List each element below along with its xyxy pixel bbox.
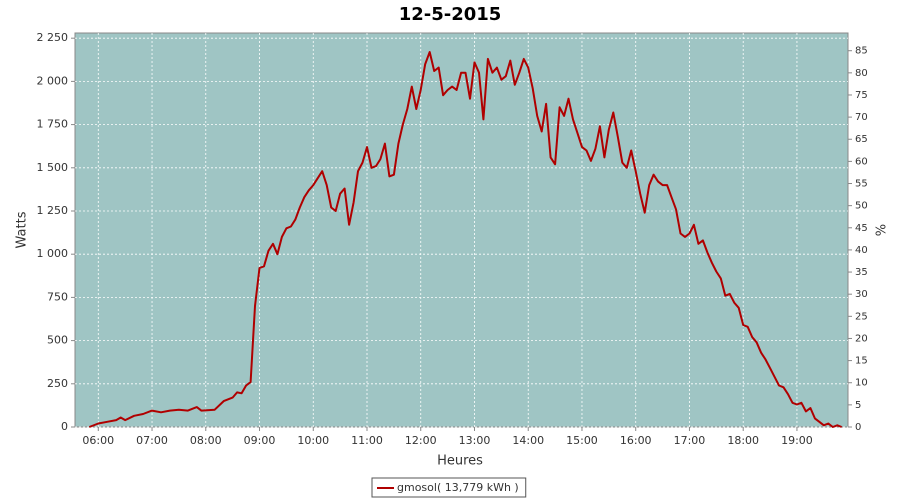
- y-tick-label: 1 750: [37, 118, 69, 131]
- y2-tick-label: 60: [855, 156, 868, 167]
- x-tick-label: 06:00: [82, 434, 114, 447]
- y2-tick-label: 80: [855, 68, 868, 79]
- y-tick-label: 750: [47, 290, 68, 303]
- y2-tick-label: 25: [855, 311, 868, 322]
- y2-tick-label: 15: [855, 356, 868, 367]
- x-tick-label: 07:00: [136, 434, 168, 447]
- y-tick-label: 250: [47, 377, 68, 390]
- y2-tick-label: 30: [855, 289, 868, 300]
- data-line: [88, 51, 843, 428]
- x-tick-label: 19:00: [781, 434, 813, 447]
- plot-area: [74, 32, 849, 428]
- y2-tick-label: 85: [855, 46, 868, 57]
- y2-tick-label: 50: [855, 201, 868, 212]
- y-tick-label: 2 000: [37, 74, 69, 87]
- y2-tick-label: 10: [855, 378, 868, 389]
- y-tick-label: 500: [47, 334, 68, 347]
- y-tick-label: 0: [61, 420, 68, 433]
- legend-box: [371, 477, 527, 498]
- y2-tick-label: 70: [855, 112, 868, 123]
- y2-tick-label: 35: [855, 267, 868, 278]
- y2-tick-label: 55: [855, 179, 868, 190]
- x-tick-label: 08:00: [190, 434, 222, 447]
- x-tick-label: 13:00: [459, 434, 491, 447]
- y-axis-label: Watts: [15, 211, 30, 248]
- y2-tick-label: 40: [855, 245, 868, 256]
- y2-tick-label: 0: [855, 422, 861, 433]
- y2-axis-label: %: [875, 224, 890, 236]
- x-tick-label: 12:00: [405, 434, 437, 447]
- chart-title: 12-5-2015: [399, 4, 502, 25]
- x-tick-label: 14:00: [512, 434, 544, 447]
- y2-tick-label: 20: [855, 333, 868, 344]
- x-tick-label: 16:00: [620, 434, 652, 447]
- y2-tick-label: 45: [855, 223, 868, 234]
- y2-tick-label: 5: [855, 400, 861, 411]
- y2-tick-label: 75: [855, 90, 868, 101]
- legend-label: gmosol( 13,779 kWh ): [397, 481, 519, 494]
- y-tick-label: 2 250: [37, 31, 69, 44]
- x-tick-label: 15:00: [566, 434, 598, 447]
- y-tick-label: 1 500: [37, 161, 69, 174]
- y-tick-label: 1 250: [37, 204, 69, 217]
- y2-tick-label: 65: [855, 134, 868, 145]
- x-tick-label: 17:00: [674, 434, 706, 447]
- x-tick-label: 11:00: [351, 434, 383, 447]
- y-tick-label: 1 000: [37, 247, 69, 260]
- x-tick-label: 18:00: [727, 434, 759, 447]
- x-tick-label: 09:00: [244, 434, 276, 447]
- x-tick-label: 10:00: [297, 434, 329, 447]
- x-axis-label: Heures: [437, 454, 483, 469]
